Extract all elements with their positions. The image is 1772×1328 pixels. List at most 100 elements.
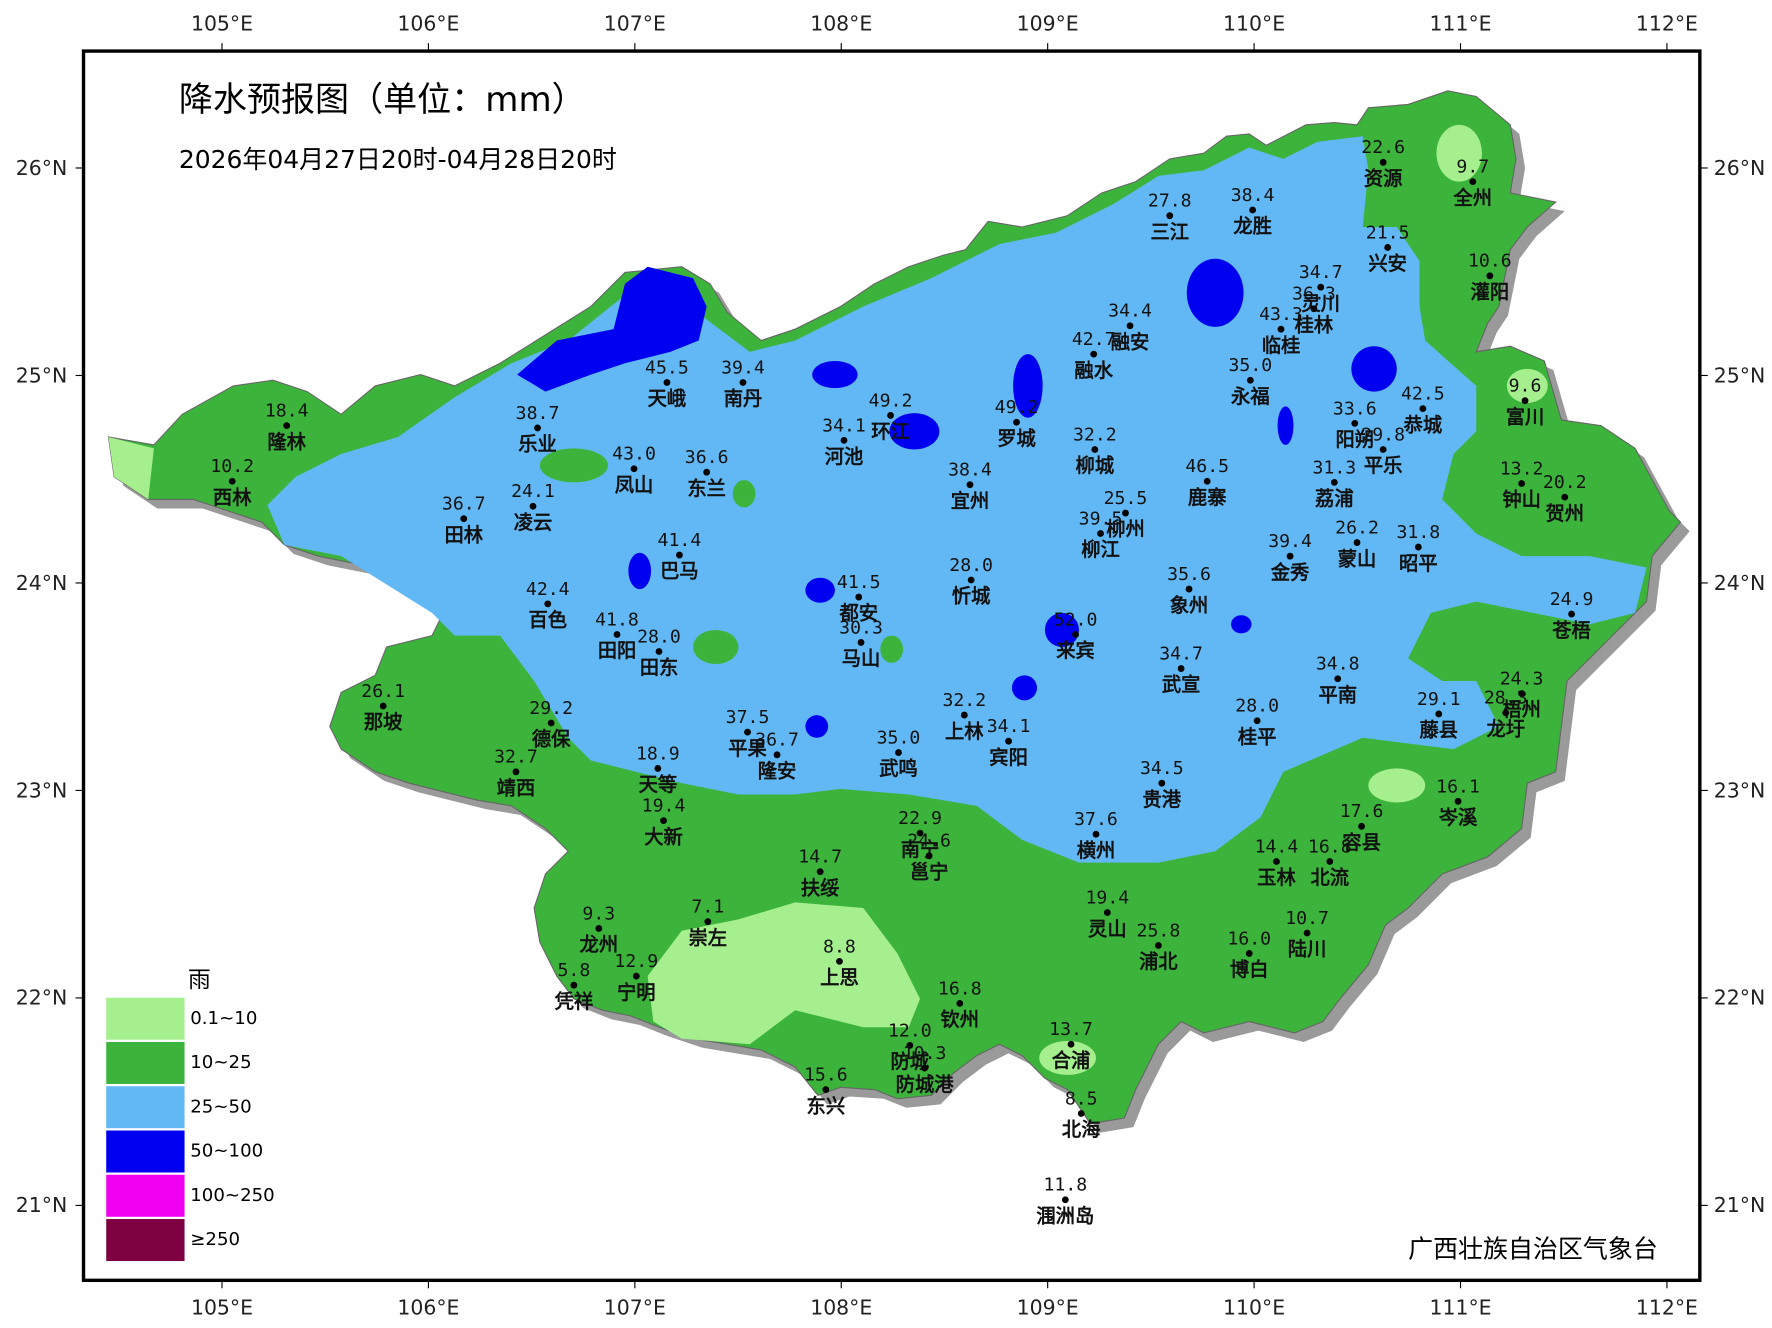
y-tick-label: 26°N	[16, 156, 67, 180]
station-value: 13.7	[1049, 1019, 1093, 1040]
x-tick-label: 108°E	[810, 12, 872, 36]
station-name: 临桂	[1262, 334, 1301, 357]
station-value: 39.5	[1079, 508, 1123, 529]
station-value: 12.0	[888, 1020, 932, 1041]
station-name: 靖西	[497, 777, 536, 800]
station-dot	[704, 918, 712, 926]
station-dot	[855, 593, 863, 601]
station-dot	[534, 424, 541, 432]
station-name: 桂平	[1237, 725, 1277, 748]
station-name: 武鸣	[879, 757, 918, 780]
station-name: 隆安	[758, 760, 797, 783]
region-0-10	[108, 436, 154, 500]
station-name: 东兴	[807, 1094, 846, 1117]
station-dot	[1310, 305, 1318, 313]
station-value: 19.4	[642, 796, 686, 817]
y-tick-label: 21°N	[16, 1193, 67, 1217]
station-name: 龙胜	[1232, 215, 1272, 238]
station-name: 东兰	[687, 477, 726, 500]
station-value: 32.2	[1073, 424, 1117, 445]
station-value: 9.3	[582, 903, 615, 924]
station-dot	[663, 379, 671, 386]
station-value: 21.5	[1366, 222, 1410, 243]
station-name: 浦北	[1139, 950, 1178, 973]
station-name: 金秀	[1270, 561, 1310, 584]
station-name: 龙圩	[1485, 718, 1525, 741]
station-dot	[595, 925, 603, 932]
x-tick-label: 107°E	[604, 1295, 666, 1319]
station-name: 昭平	[1399, 552, 1438, 575]
station-name: 都安	[838, 602, 878, 625]
station-name: 融水	[1074, 359, 1113, 382]
station-dot	[1435, 710, 1443, 718]
x-tick-label: 108°E	[810, 1295, 872, 1319]
x-tick-label: 106°E	[397, 1295, 459, 1319]
station-name: 灵山	[1088, 917, 1127, 940]
station-dot	[1518, 480, 1526, 487]
station-dot	[632, 972, 640, 980]
station-dot	[676, 551, 683, 559]
station-value: 10.7	[1285, 908, 1329, 929]
legend-label: 10~25	[190, 1052, 251, 1073]
legend-swatch	[106, 1219, 185, 1262]
station-dot	[1077, 1110, 1085, 1117]
station-name: 苍梧	[1551, 619, 1591, 642]
station-value: 38.4	[948, 460, 992, 481]
station-name: 崇左	[689, 926, 728, 949]
station-dot	[1103, 909, 1111, 916]
station-value: 15.6	[804, 1065, 848, 1086]
station-name: 钦州	[940, 1008, 979, 1031]
station-name: 岑溪	[1438, 806, 1478, 829]
y-tick-label: 24°N	[16, 571, 67, 595]
station-dot	[1126, 322, 1134, 330]
station-name: 富川	[1506, 405, 1545, 428]
station-dot	[960, 711, 968, 719]
station-dot	[570, 981, 578, 989]
station-dot	[967, 576, 975, 584]
station-value: 8.8	[823, 936, 856, 957]
region-25-50	[267, 136, 1647, 863]
station-dot	[956, 999, 964, 1007]
region-50-100	[812, 360, 858, 389]
station-dot	[655, 648, 663, 655]
station-name: 忻城	[952, 585, 991, 608]
station-name: 容县	[1342, 831, 1381, 854]
station-value: 24.6	[907, 831, 951, 852]
station-dot	[836, 957, 843, 965]
station-value: 28.0	[637, 626, 681, 647]
x-tick-label: 110°E	[1223, 12, 1285, 36]
y-tick-label: 24°N	[1714, 571, 1765, 595]
station-value: 27.8	[1148, 191, 1192, 212]
station-value: 46.5	[1185, 456, 1229, 477]
station-value: 49.2	[869, 390, 913, 411]
station-name: 涠洲岛	[1036, 1204, 1094, 1227]
station-dot	[1061, 1196, 1069, 1204]
station-value: 36.6	[685, 447, 729, 468]
station-value: 9.6	[1509, 376, 1542, 397]
station-value: 37.5	[726, 707, 770, 728]
y-tick-label: 23°N	[1714, 778, 1765, 802]
station-value: 24.9	[1550, 589, 1594, 610]
legend-swatch	[106, 1041, 185, 1084]
station-value: 18.4	[265, 401, 309, 422]
station-dot	[1303, 929, 1311, 937]
station-name: 扶绥	[801, 876, 840, 899]
station-dot	[840, 436, 848, 444]
station-name: 恭城	[1403, 413, 1443, 436]
station-value: 10.2	[210, 456, 254, 477]
station-value: 24.1	[511, 481, 555, 502]
station-value: 43.3	[1259, 304, 1303, 325]
station-name: 邕宁	[910, 861, 949, 884]
station-value: 10.6	[1468, 251, 1512, 272]
region-50-100	[889, 413, 940, 450]
legend-title: 雨	[188, 967, 211, 993]
station-value: 29.8	[1361, 424, 1405, 445]
station-dot	[1013, 418, 1020, 426]
station-name: 上思	[820, 966, 859, 989]
station-value: 17.6	[1340, 801, 1384, 822]
station-value: 16.0	[1227, 928, 1271, 949]
station-value: 29.2	[529, 698, 573, 719]
region-50-100	[805, 715, 829, 738]
station-dot	[1414, 543, 1422, 551]
station-dot	[1067, 1040, 1075, 1048]
